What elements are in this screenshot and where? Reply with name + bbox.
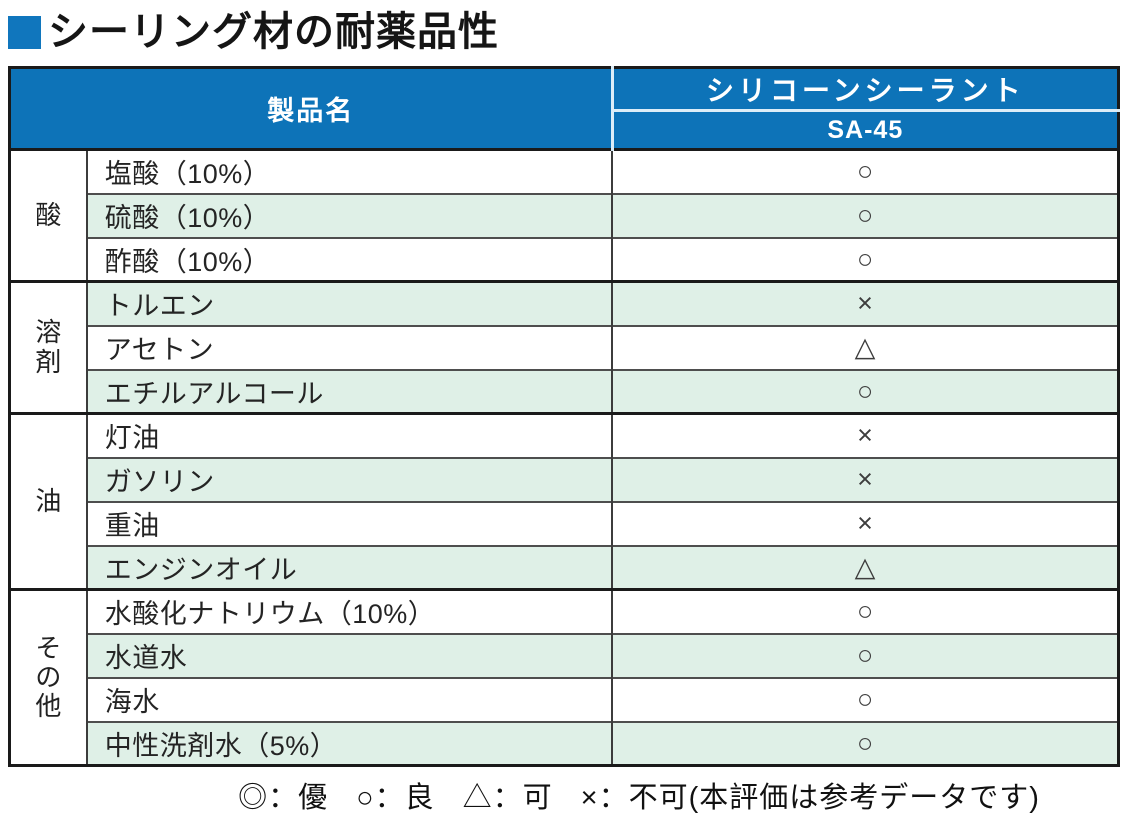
section-marker-icon [8,15,41,49]
page-title: シーリング材の耐薬品性 [48,10,499,54]
rating-legend: ◎：優 ○：良 △：可 ×：不可(本評価は参考データです) [8,774,1120,816]
legend-item-good: ○：良 [356,782,435,814]
rating-cell: × [612,280,1119,326]
product-cell: ガソリン [86,456,614,502]
legend-item-fair: △：可 [462,782,553,814]
rating-cell: ○ [612,148,1119,194]
table-row: 酢酸（10%） ○ [10,236,1119,282]
product-cell: 中性洗剤水（5%） [86,720,614,766]
table-row: 酸 塩酸（10%） ○ [9,148,1119,282]
table-row: 油 灯油 × [9,412,1119,590]
rating-cell: ○ [612,632,1119,678]
table-row: 溶剤 トルエン × [9,280,1119,414]
rating-cell: ○ [612,368,1119,414]
section-title-row: シーリング材の耐薬品性 [8,8,1128,56]
col-header-sealant: シリコーンシーラント [610,67,1119,112]
legend-item-excellent: ◎：優 [238,782,329,814]
product-cell: 酢酸（10%） [86,236,614,282]
col-header-model: SA-45 [610,110,1119,150]
legend-note: (本評価は参考データです) [688,782,1040,814]
product-cell: エンジンオイル [86,544,614,590]
product-cell: 水酸化ナトリウム（10%） [86,588,614,634]
rating-cell: ○ [612,236,1119,282]
rating-cell: ○ [612,588,1119,634]
header-row-2: SA-45 [10,110,1119,150]
product-cell: アセトン [86,324,614,370]
rating-cell: × [612,500,1119,546]
table-row: ガソリン × [10,456,1119,502]
product-cell: 塩酸（10%） [86,148,614,194]
header-row-1: 製品名 シリコーンシーラント [9,67,1119,150]
table-row: 重油 × [10,500,1119,546]
col-header-product-name: 製品名 [9,67,613,150]
table-row: エンジンオイル △ [10,544,1119,590]
product-cell: トルエン [86,280,614,326]
rating-cell: △ [612,324,1119,370]
category-cell-acid: 酸 [9,148,88,282]
table-row: エチルアルコール ○ [10,368,1119,414]
table-row: その他 水酸化ナトリウム（10%） ○ [9,588,1119,766]
product-cell: 海水 [86,676,614,722]
product-cell: 重油 [86,500,614,546]
category-cell-others: その他 [9,588,88,766]
rating-cell: × [612,412,1119,458]
chemical-resistance-table: 製品名 シリコーンシーラント SA-45 酸 塩酸（10%） ○ 硫酸（10%）… [8,66,1120,767]
table-row: アセトン △ [10,324,1119,370]
table-row: 硫酸（10%） ○ [10,192,1119,238]
rating-cell: ○ [612,720,1119,766]
product-cell: 硫酸（10%） [86,192,614,238]
table-row: 海水 ○ [10,676,1119,722]
rating-cell: × [612,456,1119,502]
table-row: 水道水 ○ [10,632,1119,678]
category-cell-solvent: 溶剤 [9,280,88,414]
rating-cell: ○ [612,676,1119,722]
product-cell: エチルアルコール [86,368,614,414]
rating-cell: ○ [612,192,1119,238]
rating-cell: △ [612,544,1119,590]
table-row: 中性洗剤水（5%） ○ [10,720,1119,766]
product-cell: 灯油 [86,412,614,458]
legend-item-unusable: ×：不可 [580,782,689,814]
category-cell-oil: 油 [9,412,88,590]
product-cell: 水道水 [86,632,614,678]
